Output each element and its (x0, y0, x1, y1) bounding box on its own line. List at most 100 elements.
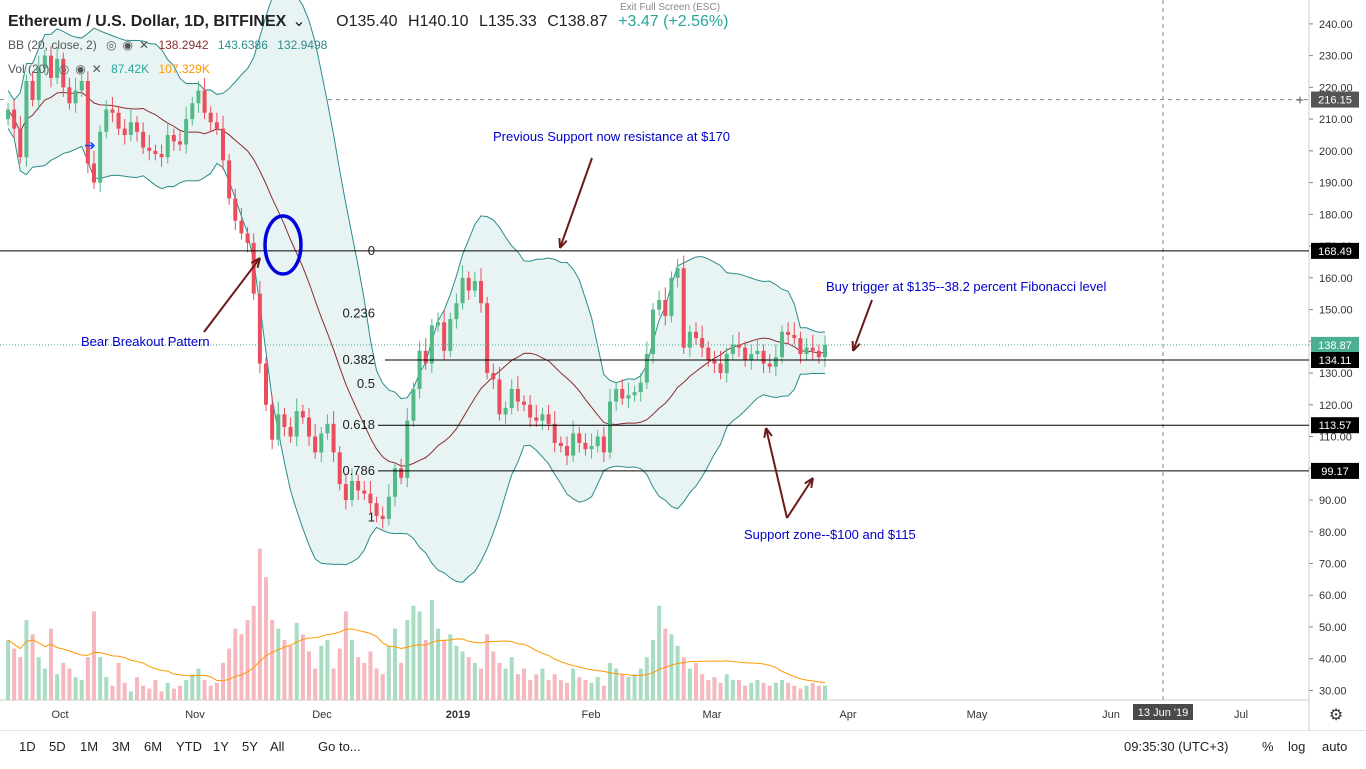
candle-body (737, 344, 741, 348)
candle-body (472, 280, 477, 291)
arrow-resistance (559, 157, 593, 249)
auto-toggle[interactable]: auto (1322, 739, 1348, 754)
ohlc-close: C138.87 (547, 13, 608, 30)
volume-bar (479, 668, 483, 700)
candle-body (196, 90, 201, 104)
volume-bar (178, 685, 182, 700)
candle-body (417, 350, 422, 389)
ohlc-change: +3.47 (+2.56%) (618, 13, 729, 30)
candle-body (42, 55, 47, 69)
volume-bar (632, 674, 637, 700)
volume-bar (61, 662, 66, 700)
log-toggle[interactable]: log (1288, 739, 1306, 754)
volume-bar (792, 685, 797, 700)
candle-body (792, 334, 797, 339)
candle-body (300, 411, 305, 418)
volume-bar (552, 674, 557, 700)
goto-button[interactable]: Go to... (318, 739, 361, 754)
candle-body (823, 344, 827, 358)
candle-body (460, 277, 465, 304)
exit-full-screen-hint[interactable]: Exit Full Screen (ESC) (620, 2, 721, 13)
volume-bar (374, 668, 379, 700)
chevron-down-icon[interactable]: ⌄ (292, 13, 306, 30)
range-button-ytd[interactable]: YTD (176, 739, 202, 754)
candle-body (466, 277, 471, 291)
vol-label[interactable]: Vol (20) (8, 62, 50, 76)
y-tick-label: 40.00 (1319, 654, 1347, 666)
eye-icon[interactable]: ◉ (75, 62, 86, 76)
candle-body (116, 112, 121, 129)
candle-body (343, 484, 348, 501)
candle-body (515, 388, 520, 402)
candle-body (313, 436, 318, 453)
candle-body (810, 347, 815, 351)
candle-body (626, 395, 631, 399)
bb-value-1: 138.2942 (158, 38, 209, 52)
candle-body (276, 414, 281, 440)
volume-bar (141, 685, 146, 700)
volume-bar (823, 685, 827, 700)
candle-body (687, 331, 692, 348)
candle-body (24, 81, 29, 158)
range-button-1m[interactable]: 1M (80, 739, 99, 754)
volume-bar (614, 668, 619, 700)
candle-body (141, 131, 146, 148)
volume-bar (767, 685, 772, 700)
close-icon[interactable]: ✕ (91, 62, 102, 76)
candle-body (780, 331, 784, 358)
volume-bar (393, 628, 397, 700)
candle-body (644, 354, 649, 383)
vol-value-1: 87.42K (111, 62, 150, 76)
close-icon[interactable]: ✕ (139, 38, 150, 52)
candle-body (743, 347, 748, 361)
volume-bar (288, 645, 293, 700)
candle-body (767, 363, 772, 367)
candle-body (282, 414, 287, 428)
fib-level-label: 0.618 (342, 417, 375, 432)
arrow-bear-breakout (203, 257, 261, 333)
candle-body (534, 417, 539, 421)
range-button-5d[interactable]: 5D (49, 739, 66, 754)
bb-label[interactable]: BB (20, close, 2) (8, 38, 97, 52)
volume-bar (73, 677, 78, 700)
candle-body (325, 423, 330, 434)
range-button-all[interactable]: All (270, 739, 285, 754)
ohlc-high: H140.10 (407, 13, 469, 30)
candle-body (30, 81, 35, 101)
symbol-title[interactable]: Ethereum / U.S. Dollar, 1D, BITFINEX (8, 13, 287, 30)
volume-bar (153, 680, 158, 700)
volume-bar (214, 682, 219, 700)
volume-bar (706, 680, 711, 700)
arrow-support-up (765, 427, 788, 519)
settings-icon[interactable]: ◎ (106, 38, 117, 52)
price-tag-label: 138.87 (1318, 340, 1352, 352)
volume-bar (589, 682, 594, 700)
volume-bar (601, 685, 606, 700)
range-button-5y[interactable]: 5Y (242, 739, 258, 754)
volume-bar (337, 648, 342, 700)
range-button-1d[interactable]: 1D (19, 739, 36, 754)
arrow-support-right-head (804, 477, 814, 489)
eye-icon[interactable]: ◉ (122, 38, 134, 52)
price-tag-label: 113.57 (1319, 420, 1352, 432)
bb-value-2: 143.6386 (217, 38, 268, 52)
range-button-6m[interactable]: 6M (144, 739, 163, 754)
candle-body (577, 433, 582, 443)
chart-canvas[interactable]: 240.00230.00220.00210.00200.00190.00180.… (0, 0, 1366, 730)
volume-bar (122, 682, 127, 700)
candle-body (509, 388, 514, 408)
volume-bar (663, 628, 668, 700)
volume-bar (497, 662, 502, 700)
candle-body (651, 309, 655, 354)
range-button-3m[interactable]: 3M (112, 739, 131, 754)
candle-body (36, 68, 41, 101)
y-tick-label: 180.00 (1319, 209, 1353, 221)
percent-toggle[interactable]: % (1262, 739, 1274, 754)
range-button-1y[interactable]: 1Y (213, 739, 229, 754)
volume-bar (307, 651, 311, 700)
bottom-toolbar: 1D 5D 1M 3M 6M YTD 1Y 5Y All Go to... 09:35:30 (… (0, 730, 1366, 769)
settings-icon[interactable]: ◎ (58, 62, 70, 76)
volume-bar (110, 685, 115, 700)
candle-body (171, 134, 176, 142)
x-tick-label: 2019 (446, 709, 470, 721)
